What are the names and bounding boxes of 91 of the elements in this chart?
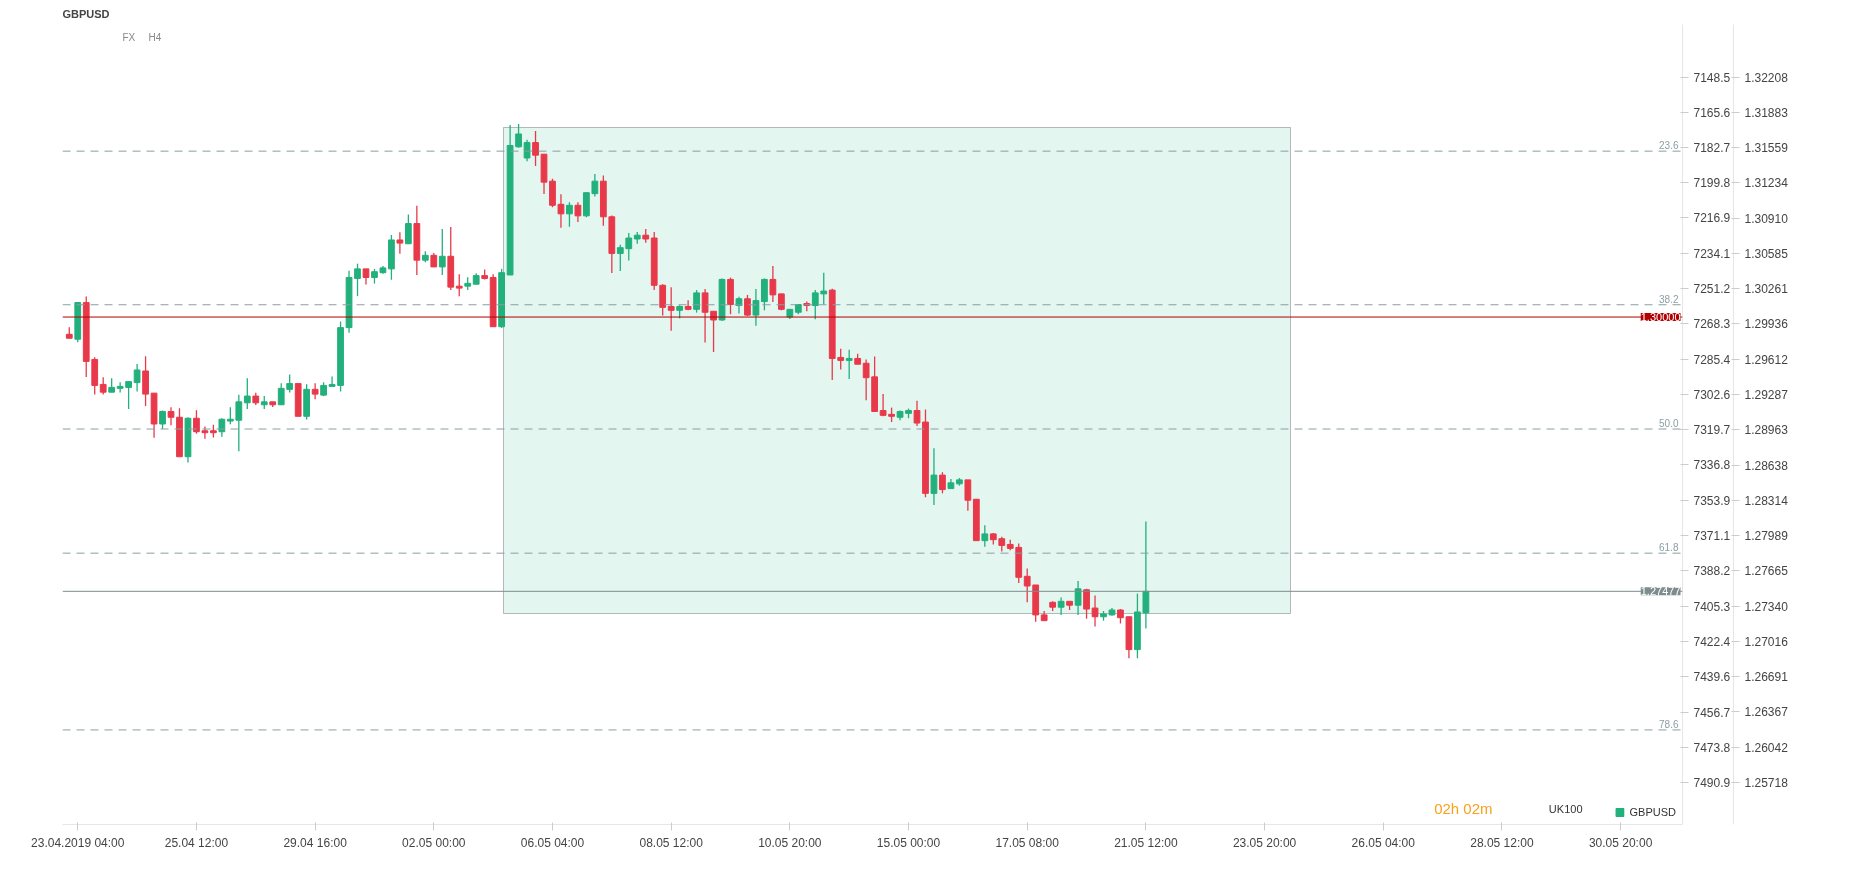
y2-tick-label: 7234.1 [1693, 246, 1731, 261]
y2-tick-label: 7439.6 [1693, 670, 1731, 685]
candlestick [845, 349, 853, 380]
candlestick [243, 377, 251, 410]
annotation: 02h 02m [1434, 799, 1493, 817]
y2-tick-label: 7199.8 [1693, 176, 1731, 191]
x-tick-label: 02.05 00:00 [402, 835, 466, 850]
y-tick-label: 1.30261 [1744, 282, 1789, 297]
y2-tick-label: 7302.6 [1693, 388, 1731, 403]
y-tick-label: 1.27340 [1744, 599, 1789, 614]
y2-tick-label: 7473.8 [1693, 740, 1731, 755]
annotation: UK100 [1548, 802, 1583, 815]
y2-tick-label: 7216.9 [1693, 211, 1731, 226]
y-tick-label: 1.28963 [1744, 423, 1789, 438]
y2-tick-label: 7388.2 [1693, 564, 1731, 579]
y2-tick-label: 7405.3 [1693, 599, 1731, 614]
y2-tick-label: 7456.7 [1693, 705, 1731, 720]
annotation: 61.8 [1659, 542, 1679, 554]
x-tick-label: 30.05 20:00 [1588, 835, 1653, 850]
y2-tick-label: 7182.7 [1693, 141, 1731, 155]
y-tick-label: 1.29936 [1744, 317, 1789, 332]
candlestick [574, 201, 582, 223]
x-tick-label: 21.05 12:00 [1114, 835, 1178, 850]
y2-tick-label: 7490.9 [1693, 775, 1731, 790]
y-tick-label: 1.25718 [1744, 776, 1789, 791]
candlestick [142, 355, 149, 407]
y-tick-label: 1.32208 [1744, 70, 1789, 85]
candlestick [133, 363, 141, 393]
candlestick [311, 382, 319, 400]
y2-tick-label: 7319.7 [1693, 423, 1731, 438]
candlestick [566, 201, 573, 228]
y2-tick-label: 7268.3 [1693, 317, 1731, 332]
y2-tick-label: 7371.1 [1693, 529, 1731, 544]
candlestick [752, 288, 760, 327]
legend-label: GBPUSD [1629, 806, 1676, 818]
y-tick-label: 1.26367 [1744, 705, 1789, 720]
y-tick-label: 1.27016 [1744, 634, 1789, 649]
y-tick-label: 1.31883 [1744, 105, 1789, 120]
ref-line-label: 1.27477 [1640, 585, 1681, 598]
y2-tick-label: 7251.2 [1693, 282, 1731, 297]
y-tick-label: 1.27665 [1744, 564, 1789, 579]
y2-tick-label: 7422.4 [1693, 634, 1731, 649]
annotation: 78.6 [1659, 718, 1679, 730]
annotation: 50.0 [1659, 418, 1679, 430]
candlestick [930, 447, 938, 506]
y2-tick-label: 7353.9 [1693, 493, 1731, 508]
candlestick [438, 228, 446, 276]
x-tick-label: 08.05 12:00 [639, 835, 704, 850]
y2-tick-label: 7336.8 [1693, 458, 1731, 473]
y-tick-label: 1.26691 [1744, 670, 1789, 685]
candlestick [396, 231, 404, 255]
x-tick-label: 28.05 12:00 [1470, 835, 1534, 850]
y2-tick-label: 7148.5 [1693, 70, 1731, 85]
ref-line-label: 1.30000 [1640, 311, 1681, 324]
annotation: 23.6 [1659, 140, 1679, 152]
y-tick-label: 1.26042 [1744, 740, 1789, 755]
x-tick-label: 29.04 16:00 [283, 835, 348, 850]
y-tick-label: 1.31234 [1744, 176, 1789, 191]
candlestick [981, 524, 989, 548]
candlestick [769, 265, 777, 303]
x-tick-label: 15.05 00:00 [876, 835, 941, 850]
annotation: FX [122, 31, 136, 43]
candlestick [761, 277, 768, 311]
candlestick [939, 471, 946, 495]
y-tick-label: 1.29287 [1744, 388, 1789, 403]
x-tick-label: 06.05 04:00 [520, 835, 585, 850]
y-tick-label: 1.28314 [1744, 493, 1789, 508]
y-tick-label: 1.31559 [1744, 141, 1789, 156]
x-tick-label: 10.05 20:00 [758, 835, 822, 850]
candlestick [455, 273, 463, 297]
y-tick-label: 1.28638 [1744, 458, 1789, 473]
y-tick-label: 1.29612 [1744, 352, 1789, 367]
y-tick-label: 1.27989 [1744, 529, 1789, 544]
candlestick [404, 213, 412, 245]
chart-title: GBPUSD [62, 7, 110, 20]
x-tick-label: 17.05 08:00 [995, 835, 1060, 850]
x-tick-label: 23.05 20:00 [1232, 835, 1297, 850]
candlestick [684, 299, 692, 311]
annotation: 38.2 [1659, 293, 1679, 305]
y2-tick-label: 7285.4 [1693, 352, 1731, 367]
annotation: H4 [148, 31, 162, 43]
x-tick-label: 23.04.2019 04:00 [31, 835, 125, 850]
y2-tick-label: 7165.6 [1693, 105, 1731, 120]
candlestick [964, 479, 972, 512]
candlestick [167, 406, 175, 426]
y-tick-label: 1.30910 [1744, 211, 1789, 226]
candlestick [667, 286, 675, 332]
x-tick-label: 25.04 12:00 [164, 835, 229, 850]
y-tick-label: 1.30585 [1744, 246, 1789, 261]
x-tick-label: 26.05 04:00 [1351, 835, 1416, 850]
candlestick [1074, 580, 1082, 616]
